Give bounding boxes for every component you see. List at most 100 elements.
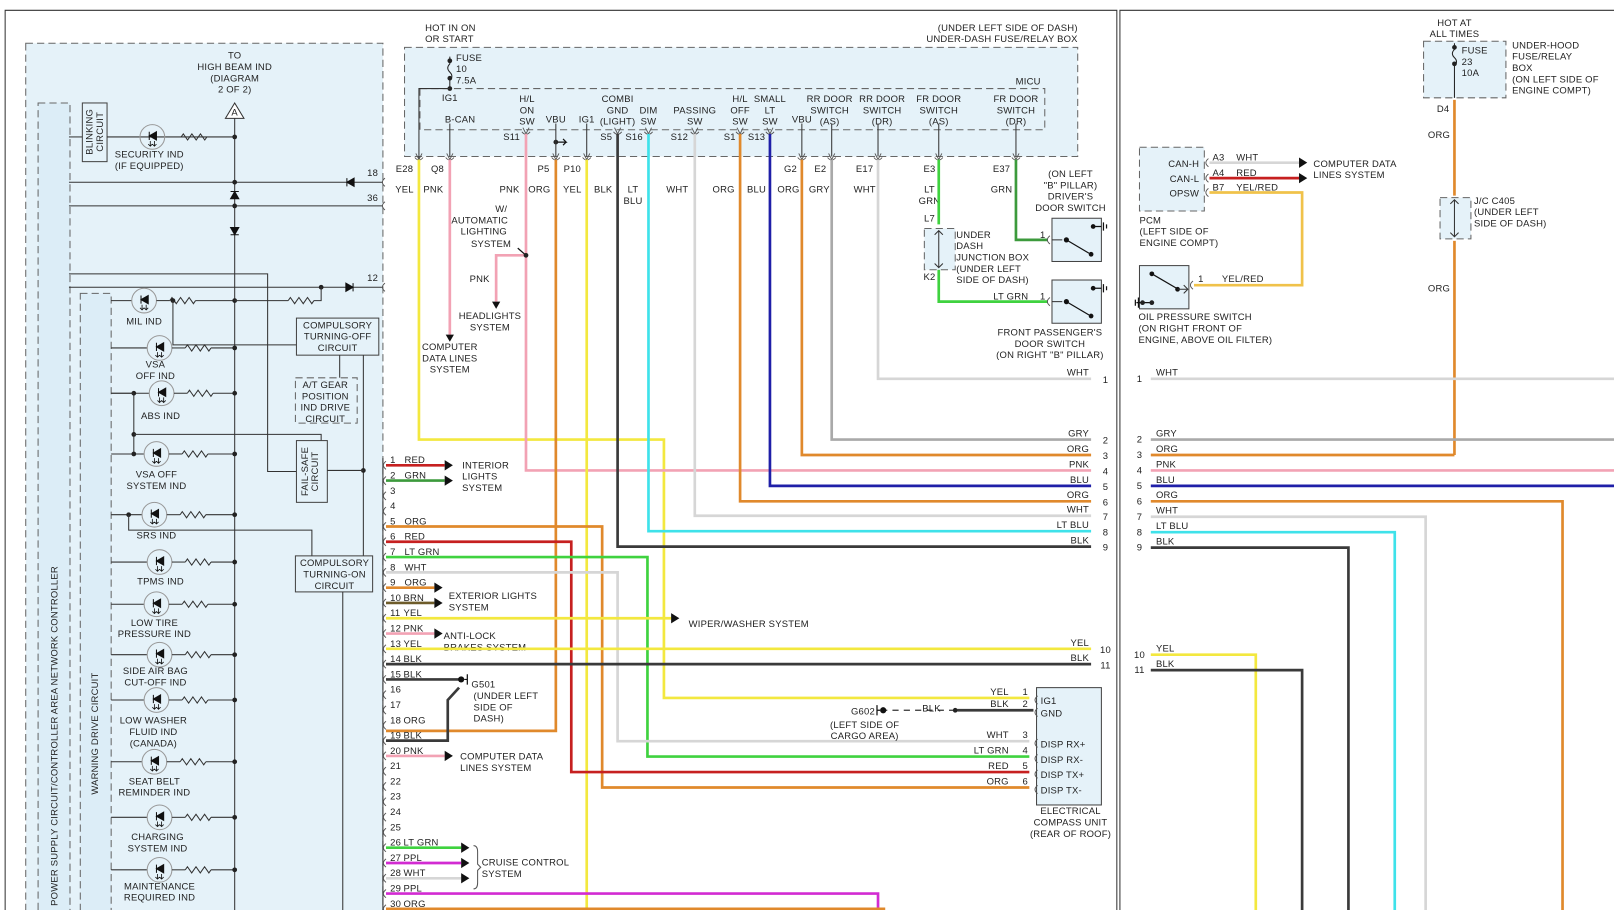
connector-id-label: S12: [671, 132, 688, 143]
light-emission-icon: [155, 821, 164, 828]
wire-color-label: WHT: [405, 562, 427, 573]
wire-color-label: ORG: [987, 776, 1009, 787]
diode-icon: [155, 341, 165, 352]
splice-dot-icon: [232, 601, 238, 607]
indicator-label: VSA OFF: [136, 470, 177, 481]
wire-headlights-pnk: [494, 253, 526, 302]
connector-terminal-icon: [382, 567, 387, 577]
electrical-compass-unit-box: [1036, 687, 1102, 806]
wire-color-label: BLK: [404, 654, 423, 665]
compass-terminal-label: DISP TX+: [1041, 770, 1085, 781]
pin-36-label: 36: [367, 193, 378, 204]
connector-terminal-icon: [381, 177, 386, 187]
switch-contact-icon: [1088, 251, 1094, 257]
ground-terminal-icon: [880, 707, 887, 714]
diode-icon: [148, 130, 157, 141]
wire-color-label: WHT: [404, 868, 426, 879]
interior-lights-label: INTERIOR: [462, 460, 509, 471]
connector-terminal-icon: [382, 736, 387, 746]
pin-number: 5: [390, 516, 395, 527]
fail-safe-label: FAIL-SAFE: [300, 447, 311, 496]
wire-color-label: ORG: [405, 578, 427, 589]
exterior-lights-label: SYSTEM: [449, 602, 489, 613]
compass-terminal-label: IG1: [1041, 696, 1057, 707]
wire-color-label: BLK: [1156, 659, 1175, 670]
micu-terminal-label: (DR): [1006, 117, 1027, 128]
pin-number: 10: [1134, 650, 1145, 661]
oil-pressure-switch-label: (ON RIGHT FRONT OF: [1138, 323, 1242, 334]
compulsory-turning-off-circuit-box: [295, 317, 380, 356]
splice-dot-icon: [232, 652, 238, 658]
wire-e37-grn: [1014, 159, 1048, 242]
pin-number: 8: [1103, 527, 1108, 538]
micu-terminal-label: H/L: [519, 94, 534, 105]
splice-dot-icon: [523, 252, 529, 258]
diode-icon: [150, 508, 160, 519]
connector-terminal-icon: [1205, 158, 1209, 168]
pin-number: A4: [1213, 168, 1225, 179]
splice-dot-icon: [360, 468, 366, 473]
wire-color-label: RED: [988, 761, 1009, 772]
blinking-circuit-label: BLINKING: [85, 109, 96, 155]
wire-color-label: BLU: [1070, 475, 1089, 486]
splice-dot-icon: [232, 179, 238, 185]
wire-e2-gry: [830, 159, 1092, 441]
connector-terminal-icon: [382, 904, 387, 910]
wire-color-label: WHT: [987, 730, 1009, 741]
connector-terminal-icon: [1034, 785, 1038, 795]
connector-terminal-icon: [382, 460, 387, 470]
fuse-10-label: 10: [456, 64, 467, 75]
exterior-lights-label: EXTERIOR LIGHTS: [449, 591, 537, 602]
micu-terminal-label: GND: [607, 105, 629, 116]
headlights-system-label: SYSTEM: [470, 322, 510, 333]
driver-door-switch-label: DRIVER'S: [1048, 192, 1093, 203]
pin-number: 10: [390, 593, 401, 604]
wire-color-label: YEL: [395, 185, 414, 196]
indicator-label: CUT-OFF IND: [124, 678, 186, 689]
switch-contact-icon: [1090, 285, 1096, 291]
light-emission-icon: [139, 304, 149, 311]
connector-id-label: P10: [564, 164, 581, 175]
arrow-icon: [444, 475, 453, 486]
g602-location-label: (LEFT SIDE OF: [830, 720, 899, 731]
connector-terminal-icon: [1034, 695, 1038, 705]
wire-color-label: YEL/RED: [1222, 274, 1264, 285]
passenger-door-switch-label: DOOR SWITCH: [1015, 339, 1086, 350]
connector-terminal-icon: [1034, 707, 1038, 717]
indicator-label: REQUIRED IND: [124, 893, 195, 904]
splice-dot-icon: [232, 134, 238, 140]
wire-color-label: BLK: [404, 669, 423, 680]
diode-icon: [155, 863, 165, 874]
arrow-icon: [434, 628, 443, 639]
wire-color-label: GRN: [405, 471, 427, 482]
computer-data-lines-label: LINES SYSTEM: [460, 763, 531, 774]
under-hood-fuse-box-label: ENGINE COMPT): [1512, 86, 1591, 97]
wire-color-label: PNK: [404, 623, 425, 634]
pin-number: 7: [1103, 512, 1108, 523]
connector-id-label: S1: [724, 132, 736, 143]
splice-dot-icon: [131, 451, 137, 457]
connector-terminal-icon: [382, 491, 387, 501]
pin-number: 23: [390, 792, 401, 803]
warning-drive-circuit-label: WARNING DRIVE CIRCUIT: [90, 673, 101, 795]
connector-id-label: E2: [814, 164, 826, 175]
splice-dot-icon: [232, 203, 238, 209]
pin-number: 1: [1137, 374, 1142, 385]
wire-color-label: ORG: [1428, 130, 1450, 141]
connector-terminal-icon: [1034, 754, 1038, 764]
connector-terminal-icon: [382, 521, 387, 531]
wire-opsw: [1194, 191, 1304, 287]
battery-backup-arrow-icon: [555, 138, 568, 146]
light-emission-icon: [155, 873, 164, 880]
oil-pressure-switch-label: OIL PRESSURE SWITCH: [1138, 312, 1251, 323]
arrow-icon: [461, 873, 470, 884]
connector-terminal-icon: [1034, 738, 1038, 748]
indicator-label: (CANADA): [130, 738, 177, 749]
pin-12-label: 12: [367, 273, 378, 284]
resistor-icon: [184, 650, 212, 659]
wire-color-label: GRY: [1156, 428, 1177, 439]
hot-in-on-label: OR START: [425, 34, 474, 45]
micu-terminal-label: SWITCH: [919, 105, 958, 116]
wire-s16-ltblu: [647, 133, 1092, 533]
resistor-icon: [179, 757, 207, 766]
